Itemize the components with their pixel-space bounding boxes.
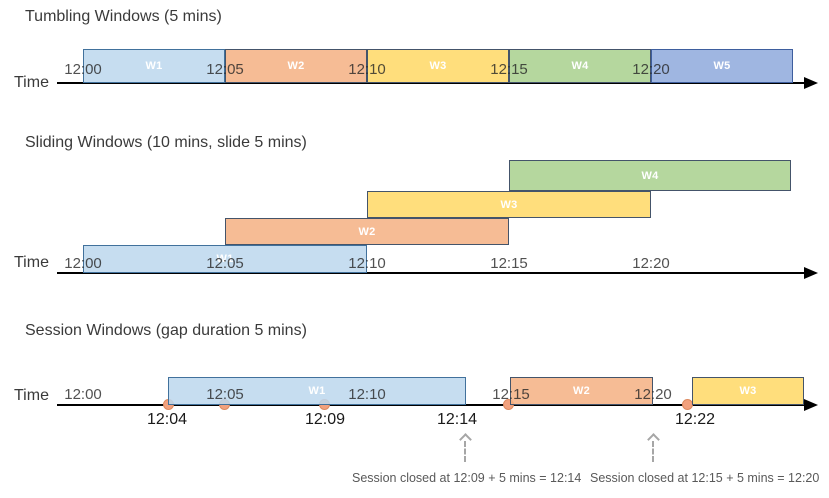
window-box-w3: W3 xyxy=(367,191,651,218)
event-time-label: 12:04 xyxy=(146,411,188,428)
timeline-arrowhead-icon xyxy=(804,77,818,89)
tick-label: 12:15 xyxy=(492,386,530,403)
tick-label: 12:20 xyxy=(632,255,670,272)
window-box-w2: W2 xyxy=(510,377,653,405)
tick-label: 12:05 xyxy=(206,386,244,403)
session-closed-annotation: Session closed at 12:09 + 5 mins = 12:14 xyxy=(352,471,582,485)
window-label: W4 xyxy=(571,60,589,72)
tick-label: 12:00 xyxy=(64,255,102,272)
window-label: W1 xyxy=(145,60,163,72)
window-box-w2: W2 xyxy=(225,218,509,245)
window-box-w4: W4 xyxy=(509,160,791,191)
section-title-sliding: Sliding Windows (10 mins, slide 5 mins) xyxy=(25,134,307,151)
session-closed-annotation: Session closed at 12:15 + 5 mins = 12:20 xyxy=(590,471,820,485)
timeline xyxy=(57,272,804,274)
window-label: W4 xyxy=(641,169,659,182)
event-time-label: 12:22 xyxy=(674,411,716,428)
tick-label: 12:10 xyxy=(348,255,386,272)
tick-label: 12:05 xyxy=(206,255,244,272)
window-label: W2 xyxy=(358,225,376,238)
arrow-dashed-stem xyxy=(652,441,654,462)
tick-label: 12:20 xyxy=(632,61,670,78)
time-axis-label: Time xyxy=(14,387,49,404)
event-time-label: 12:09 xyxy=(304,411,346,428)
section-title-tumbling: Tumbling Windows (5 mins) xyxy=(25,8,222,25)
window-label: W1 xyxy=(216,253,234,265)
window-box-w1: W1 xyxy=(83,245,367,273)
window-label: W1 xyxy=(308,385,326,397)
tick-label: 12:10 xyxy=(348,386,386,403)
window-box-w3: W3 xyxy=(367,49,509,83)
tick-label: 12:20 xyxy=(634,386,672,403)
tick-label: 12:10 xyxy=(348,61,386,78)
timeline-arrowhead-icon xyxy=(804,267,818,279)
window-box-w2: W2 xyxy=(225,49,367,83)
window-label: W5 xyxy=(713,60,731,72)
window-box-w3: W3 xyxy=(692,377,804,405)
window-box-w1: W1 xyxy=(168,377,466,405)
event-time-label: 12:14 xyxy=(436,411,478,428)
window-label: W3 xyxy=(500,198,518,211)
window-label: W2 xyxy=(572,385,591,397)
tick-label: 12:15 xyxy=(490,61,528,78)
arrow-dashed-stem xyxy=(464,441,466,462)
tick-label: 12:05 xyxy=(206,61,244,78)
window-label: W3 xyxy=(739,385,757,397)
window-box-w4: W4 xyxy=(509,49,651,83)
window-label: W3 xyxy=(429,60,447,72)
timeline-arrowhead-icon xyxy=(804,399,818,411)
window-label: W2 xyxy=(287,60,305,72)
tick-label: 12:00 xyxy=(64,61,102,78)
section-title-session: Session Windows (gap duration 5 mins) xyxy=(25,322,307,339)
timeline xyxy=(57,82,804,84)
tick-label: 12:15 xyxy=(490,255,528,272)
timeline xyxy=(57,404,804,406)
window-box-w1: W1 xyxy=(83,49,225,83)
window-box-w5: W5 xyxy=(651,49,793,83)
time-axis-label: Time xyxy=(14,74,49,91)
tick-label: 12:00 xyxy=(64,386,102,403)
time-axis-label: Time xyxy=(14,254,49,271)
